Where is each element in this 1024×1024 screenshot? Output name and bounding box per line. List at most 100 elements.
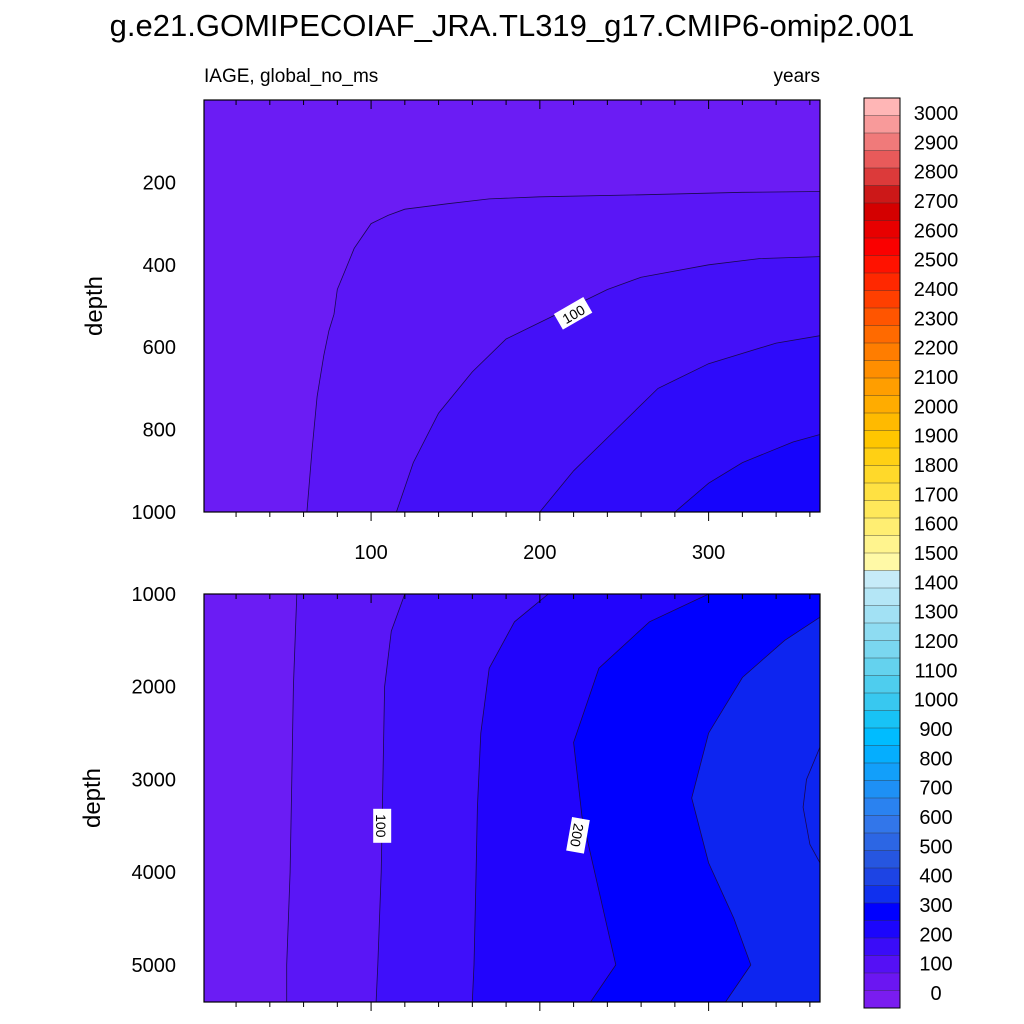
colorbar-label: 300 <box>919 895 952 917</box>
colorbar-swatch <box>863 430 901 449</box>
contour-label-text: 200 <box>567 822 587 848</box>
lower-contour-line-250 <box>691 616 820 1002</box>
colorbar-swatch <box>863 832 901 851</box>
colorbar-label: 900 <box>919 719 952 741</box>
colorbar-label: 2200 <box>914 338 959 360</box>
lower-contour-panel: 1000 2000 3000 4000 5000 100 200 <box>132 584 821 1011</box>
colorbar-label: 500 <box>919 836 952 858</box>
colorbar-swatch <box>863 115 901 134</box>
colorbar-label: 1700 <box>914 484 959 506</box>
upper-xtick-label: 200 <box>523 542 556 564</box>
colorbar-swatch <box>863 360 901 379</box>
colorbar-swatch <box>863 325 901 344</box>
colorbar-swatch <box>863 657 901 676</box>
colorbar-label: 2900 <box>914 132 959 154</box>
lower-ytick-label: 4000 <box>132 862 177 884</box>
upper-left-label: IAGE, global_no_ms <box>204 66 378 87</box>
colorbar-label: 1200 <box>914 631 959 653</box>
colorbar-swatch <box>863 412 901 431</box>
colorbar-label: 800 <box>919 748 952 770</box>
colorbar-label: 2400 <box>914 279 959 301</box>
upper-xtick-label: 100 <box>354 542 387 564</box>
colorbar-swatch <box>863 885 901 904</box>
colorbar-label: 700 <box>919 778 952 800</box>
colorbar-swatch <box>863 150 901 169</box>
lower-ylabel: depth <box>79 768 106 828</box>
colorbar-label: 1000 <box>914 690 959 712</box>
colorbar-swatch <box>863 552 901 571</box>
colorbar-label: 2600 <box>914 220 959 242</box>
colorbar-swatch <box>863 587 901 606</box>
colorbar-label: 1300 <box>914 602 959 624</box>
upper-frame <box>203 99 821 513</box>
colorbar-swatch <box>863 517 901 536</box>
colorbar-swatch <box>863 202 901 221</box>
colorbar-label: 3000 <box>914 103 959 125</box>
colorbar-swatch <box>863 570 901 589</box>
upper-ylabel: depth <box>81 276 108 336</box>
colorbar-swatch <box>863 377 901 396</box>
colorbar-label: 2300 <box>914 308 959 330</box>
colorbar-swatch <box>863 972 901 991</box>
upper-contour-line-100 <box>674 434 820 512</box>
colorbar-swatch <box>863 640 901 659</box>
colorbar-swatch <box>863 237 901 256</box>
lower-contour-line-50 <box>286 594 298 1002</box>
colorbar-swatch <box>863 255 901 274</box>
colorbar-label: 100 <box>919 954 952 976</box>
upper-ticks <box>235 100 811 521</box>
upper-ytick-label: 800 <box>143 420 176 442</box>
colorbar-label: 600 <box>919 807 952 829</box>
lower-ytick-label: 1000 <box>132 584 177 606</box>
colorbar-label: 2800 <box>914 162 959 184</box>
colorbar-swatch <box>863 132 901 151</box>
colorbar-swatch <box>863 465 901 484</box>
colorbar-label: 2700 <box>914 191 959 213</box>
colorbar-swatch <box>863 605 901 624</box>
colorbar-frame <box>863 97 901 1009</box>
upper-ytick-label: 1000 <box>132 502 177 524</box>
colorbar-label: 1900 <box>914 426 959 448</box>
colorbar-label: 1500 <box>914 543 959 565</box>
colorbar-label: 1400 <box>914 572 959 594</box>
upper-fill-level-100 <box>674 434 820 512</box>
colorbar-swatch <box>863 290 901 309</box>
colorbar-swatch <box>863 797 901 816</box>
lower-contour-line-inner <box>802 746 820 864</box>
colorbar-swatch <box>863 780 901 799</box>
colorbar-swatch <box>863 937 901 956</box>
lower-contour-line-200 <box>573 594 709 1002</box>
lower-fill-level-250 <box>691 617 820 1002</box>
colorbar-swatch <box>863 692 901 711</box>
upper-ytick-label: 400 <box>143 255 176 277</box>
chart-title: g.e21.GOMIPECOIAF_JRA.TL319_g17.CMIP6-om… <box>110 8 915 43</box>
colorbar-label: 2100 <box>914 367 959 389</box>
colorbar-swatch <box>863 745 901 764</box>
colorbar-swatch <box>863 920 901 939</box>
colorbar-swatch <box>863 342 901 361</box>
colorbar-label: 1800 <box>914 455 959 477</box>
upper-ytick-label: 200 <box>143 172 176 194</box>
colorbar-label: 400 <box>919 866 952 888</box>
colorbar-label: 1600 <box>914 514 959 536</box>
colorbar-swatch <box>863 97 901 116</box>
colorbar-swatch <box>863 307 901 326</box>
colorbar-swatch <box>863 220 901 239</box>
lower-contour-line-100 <box>375 594 406 1002</box>
colorbar-swatch <box>863 990 901 1009</box>
colorbar-swatch <box>863 167 901 186</box>
colorbar-swatch <box>863 500 901 519</box>
colorbar-swatch <box>863 535 901 554</box>
lower-fills <box>286 594 820 1002</box>
colorbar-swatch <box>863 850 901 869</box>
lower-frame <box>203 593 821 1003</box>
colorbar-swatch <box>863 955 901 974</box>
upper-contour-line-50 <box>396 256 820 512</box>
colorbar-swatch <box>863 867 901 886</box>
colorbar-label: 2500 <box>914 250 959 272</box>
colorbar-label: 1100 <box>914 660 957 682</box>
lower-fill-inner <box>803 747 820 863</box>
colorbar: 0 100 200 300 400 500 600 700 800 900 1000 1100 1200… <box>863 97 959 1009</box>
colorbar-swatch <box>863 727 901 746</box>
